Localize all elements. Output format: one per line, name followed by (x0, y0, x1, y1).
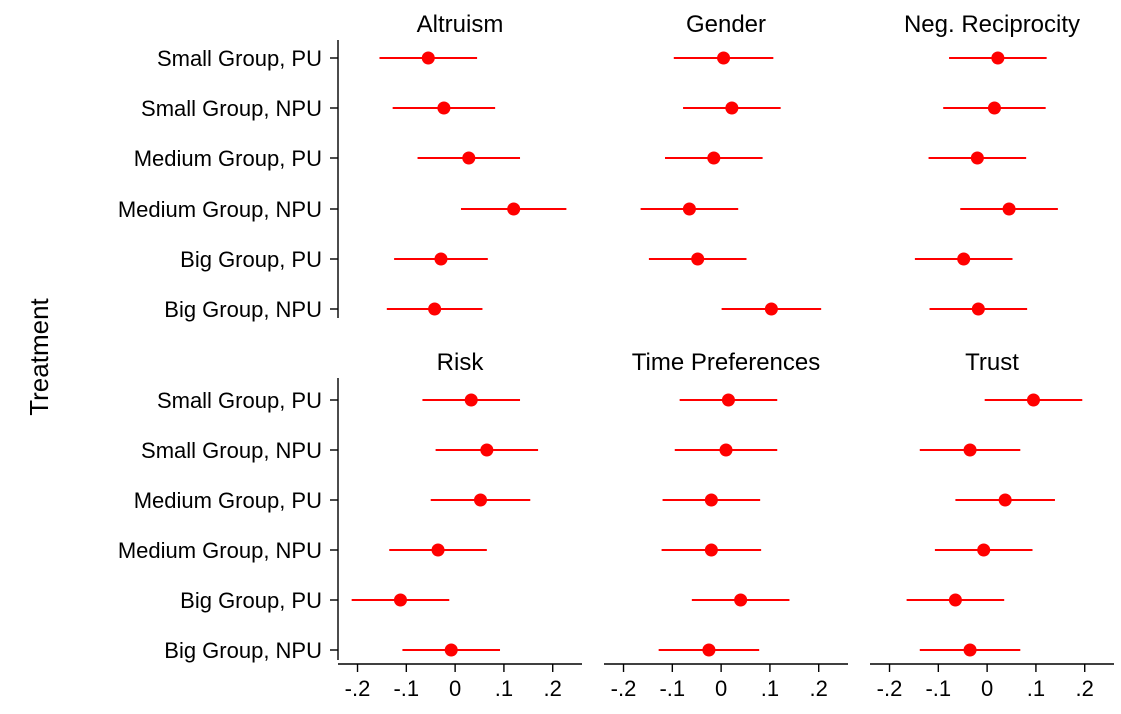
x-tick-label: -.2 (877, 676, 903, 701)
point-estimate (421, 51, 435, 65)
point-estimate (428, 302, 442, 316)
point-estimate (473, 493, 487, 507)
point-estimate (987, 101, 1001, 115)
point-estimate (393, 593, 407, 607)
point-estimate (977, 543, 991, 557)
point-estimate (704, 543, 718, 557)
panel-title: Altruism (417, 11, 504, 38)
panel-6: Trust -.2 -.1 0 .1 .2 (870, 349, 1114, 701)
point-estimate (507, 202, 521, 216)
point-estimate (464, 393, 478, 407)
category-label: Big Group, PU (180, 247, 322, 272)
x-tick-label: .1 (495, 676, 513, 701)
y-axis-label: Treatment (24, 297, 54, 415)
point-estimate (764, 302, 778, 316)
point-estimate (462, 151, 476, 165)
point-estimate (963, 443, 977, 457)
point-estimate (707, 151, 721, 165)
panel-3: Neg. Reciprocity (904, 11, 1080, 316)
point-estimate (721, 393, 735, 407)
panel-title: Trust (965, 349, 1019, 376)
point-estimate (991, 51, 1005, 65)
point-estimate (963, 643, 977, 657)
point-estimate (431, 543, 445, 557)
x-tick-label: .1 (1027, 676, 1045, 701)
x-tick-label: .2 (544, 676, 562, 701)
x-tick-label: -.1 (659, 676, 685, 701)
category-label: Medium Group, PU (134, 146, 322, 171)
point-estimate (702, 643, 716, 657)
x-tick-label: -.2 (611, 676, 637, 701)
panel-2: Gender (640, 11, 822, 316)
panel-1: Altruism Small Group, PU Small Group, NPU M… (118, 11, 567, 322)
category-label: Small Group, PU (157, 46, 322, 71)
point-estimate (957, 252, 971, 266)
category-label: Medium Group, NPU (118, 538, 322, 563)
panel-4: Risk Small Group, PU Small Group, NPU Mediu… (118, 349, 582, 701)
x-tick-label: -.1 (925, 676, 951, 701)
x-tick-label: .2 (1076, 676, 1094, 701)
point-estimate (719, 443, 733, 457)
point-estimate (948, 593, 962, 607)
point-estimate (437, 101, 451, 115)
x-tick-label: -.1 (393, 676, 419, 701)
x-tick-label: .2 (810, 676, 828, 701)
x-tick-label: .1 (761, 676, 779, 701)
point-estimate (444, 643, 458, 657)
point-estimate (480, 443, 494, 457)
point-estimate (717, 51, 731, 65)
panel-title: Neg. Reciprocity (904, 11, 1080, 38)
x-tick-label: -.2 (345, 676, 371, 701)
category-label: Big Group, NPU (164, 638, 322, 663)
point-estimate (1002, 202, 1016, 216)
category-label: Small Group, PU (157, 388, 322, 413)
panel-title: Risk (437, 349, 485, 376)
category-label: Medium Group, PU (134, 488, 322, 513)
point-estimate (725, 101, 739, 115)
category-label: Big Group, NPU (164, 297, 322, 322)
x-tick-label: 0 (981, 676, 993, 701)
point-estimate (704, 493, 718, 507)
point-estimate (734, 593, 748, 607)
panel-5: Time Preferences -.2 -.1 0 .1 .2 (604, 349, 848, 701)
category-label: Small Group, NPU (141, 96, 322, 121)
point-estimate (682, 202, 696, 216)
category-label: Big Group, PU (180, 588, 322, 613)
panel-title: Gender (686, 11, 766, 38)
category-label: Medium Group, NPU (118, 197, 322, 222)
x-tick-label: 0 (715, 676, 727, 701)
point-estimate (691, 252, 705, 266)
point-estimate (970, 151, 984, 165)
x-tick-label: 0 (449, 676, 461, 701)
point-estimate (1026, 393, 1040, 407)
panel-title: Time Preferences (632, 349, 821, 376)
point-estimate (998, 493, 1012, 507)
point-estimate (434, 252, 448, 266)
category-label: Small Group, NPU (141, 438, 322, 463)
point-estimate (971, 302, 985, 316)
